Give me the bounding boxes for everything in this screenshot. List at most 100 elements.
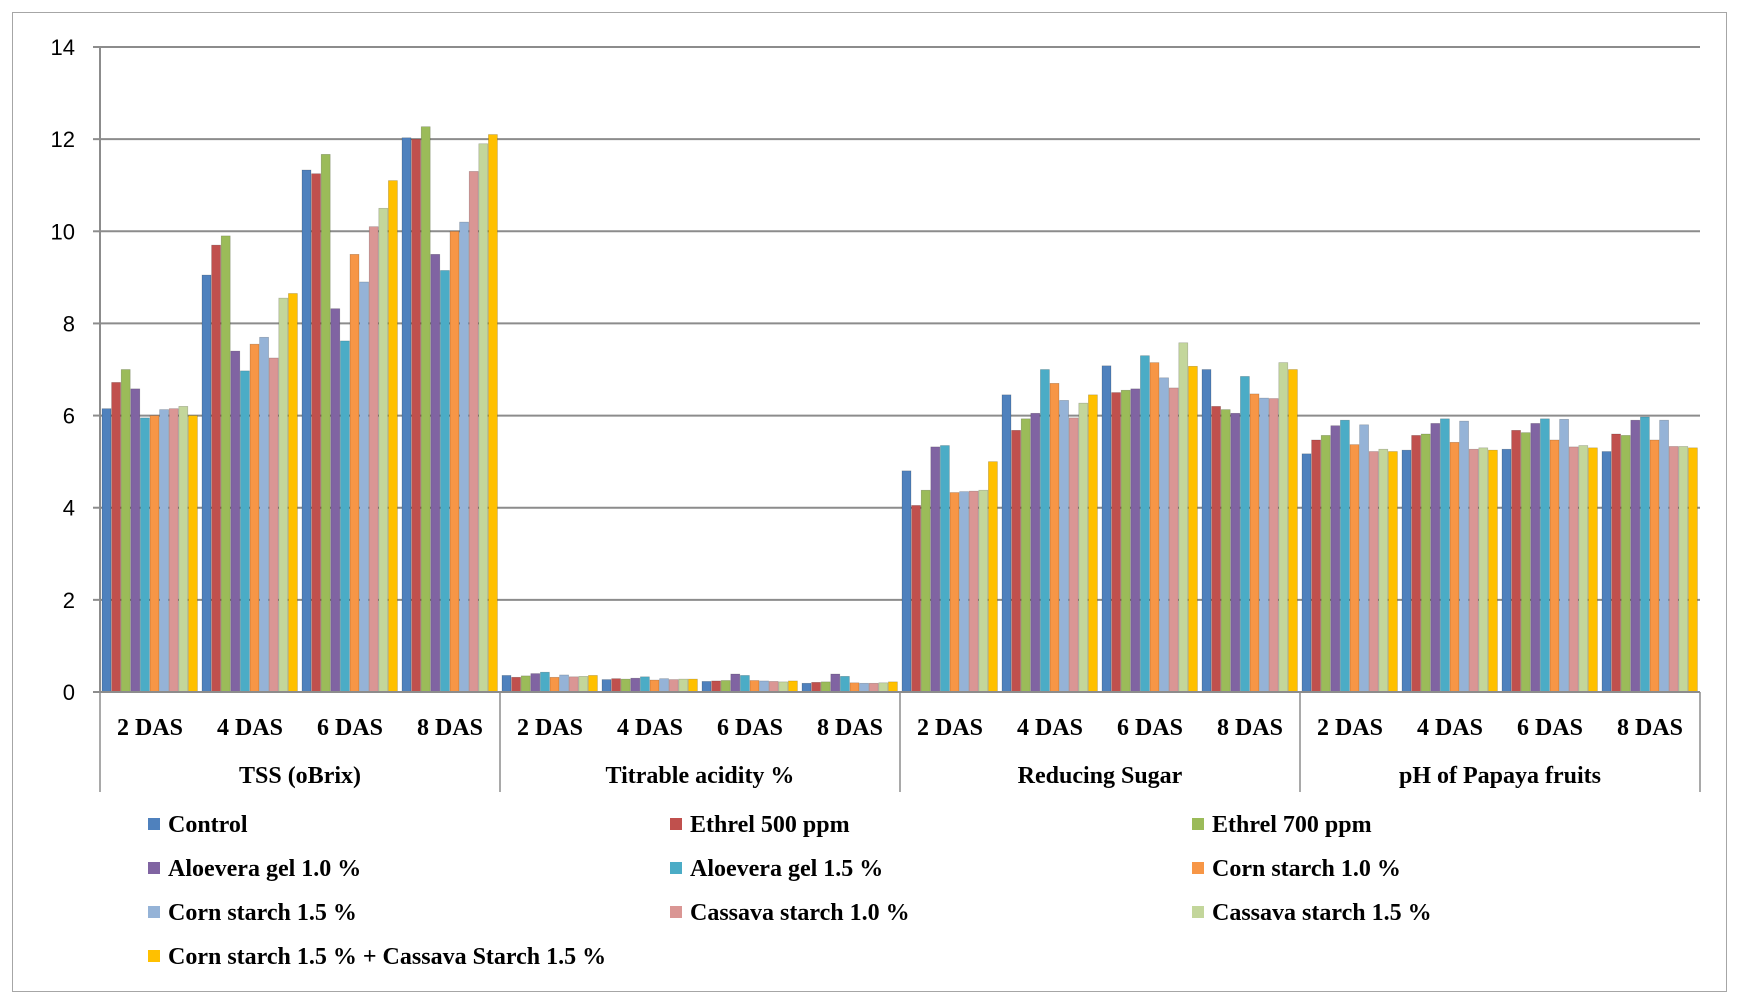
bar — [1340, 419, 1350, 693]
axes: 0 2 4 6 8 10 12 14 2 DAS 4 DAS 6 DAS 8 DAS TSS (oBri… — [51, 35, 1701, 792]
bar — [730, 673, 741, 693]
bar — [688, 678, 698, 693]
bar — [1078, 402, 1089, 693]
bar — [278, 297, 289, 693]
x-tick-label: 2 DAS — [517, 715, 583, 741]
bar — [1520, 432, 1531, 693]
bar — [1178, 342, 1189, 693]
bar — [111, 382, 121, 693]
bar — [988, 461, 998, 693]
bar — [368, 226, 379, 693]
bar — [140, 417, 150, 693]
bar — [1230, 412, 1241, 693]
legend-label: Control — [168, 812, 248, 838]
legend-swatch — [1192, 906, 1204, 918]
x-tick-label: 2 DAS — [1317, 715, 1383, 741]
bar — [1049, 383, 1060, 693]
bar — [249, 343, 260, 693]
bar — [1649, 439, 1660, 693]
bar — [740, 675, 750, 693]
bar — [1211, 406, 1221, 693]
bar — [1449, 441, 1460, 693]
y-tick-label: 8 — [63, 311, 75, 336]
x-tick-label: 6 DAS — [1117, 715, 1183, 741]
bar — [968, 490, 979, 693]
bar — [511, 676, 521, 693]
bar — [788, 680, 798, 693]
bar — [849, 682, 860, 693]
bar — [388, 180, 398, 693]
bar — [759, 680, 769, 693]
bar — [1511, 430, 1521, 693]
legend-label: Ethrel 500 ppm — [690, 812, 850, 838]
bar — [1068, 417, 1079, 693]
bar — [878, 682, 889, 693]
bar — [568, 676, 579, 693]
bar — [268, 357, 279, 693]
bar — [1159, 377, 1169, 693]
bar — [1540, 418, 1550, 693]
bar — [901, 470, 912, 693]
bar — [1101, 365, 1112, 693]
bar — [230, 350, 241, 693]
bar — [588, 675, 598, 693]
x-tick-label: 6 DAS — [717, 715, 783, 741]
bar — [701, 681, 712, 693]
bar — [1688, 447, 1698, 693]
bar — [559, 674, 569, 693]
bar — [1311, 439, 1321, 693]
bar — [1568, 446, 1579, 693]
bar — [330, 308, 341, 693]
bar — [478, 143, 489, 693]
legend-swatch — [148, 818, 160, 830]
bar — [301, 169, 312, 693]
bar — [1368, 451, 1379, 693]
bar — [1168, 387, 1179, 693]
bar — [220, 235, 231, 693]
bar — [940, 445, 950, 693]
legend-label: Cassava starch 1.5 % — [1212, 900, 1432, 926]
bar — [1040, 369, 1050, 693]
bar — [668, 679, 679, 693]
legend-swatch — [670, 862, 682, 874]
bar — [768, 681, 779, 693]
x-tick-label: 4 DAS — [1417, 715, 1483, 741]
bar — [1630, 419, 1641, 693]
bar — [1359, 424, 1369, 693]
x-tick-label: 6 DAS — [317, 715, 383, 741]
bar — [378, 207, 389, 693]
bar — [1259, 397, 1269, 693]
bar — [840, 676, 850, 693]
legend-label: Aloevera gel 1.5 % — [690, 856, 883, 882]
bar — [611, 678, 621, 693]
bar — [530, 673, 541, 693]
bar — [320, 154, 331, 693]
bar — [978, 489, 989, 693]
bar — [1220, 409, 1231, 693]
bar — [1149, 362, 1160, 693]
x-tick-label: 4 DAS — [1017, 715, 1083, 741]
bar — [188, 415, 198, 693]
bar — [459, 221, 469, 693]
bar — [949, 492, 960, 693]
bar — [1249, 393, 1260, 693]
bar — [868, 682, 879, 693]
bar — [749, 680, 760, 693]
bar — [959, 491, 969, 693]
bar — [1268, 398, 1279, 693]
bar — [1620, 435, 1631, 693]
x-tick-label: 4 DAS — [217, 715, 283, 741]
bar — [1378, 448, 1389, 693]
bar — [820, 681, 831, 693]
bar — [1111, 392, 1121, 693]
bar — [549, 676, 560, 693]
bar — [168, 408, 179, 693]
bar — [778, 681, 789, 693]
bar — [830, 673, 841, 693]
bar — [1140, 355, 1150, 693]
bar — [1678, 446, 1689, 693]
bar — [640, 676, 650, 693]
x-group-label: Titrable acidity % — [606, 763, 795, 789]
bar — [178, 406, 189, 693]
bar — [1611, 433, 1621, 693]
